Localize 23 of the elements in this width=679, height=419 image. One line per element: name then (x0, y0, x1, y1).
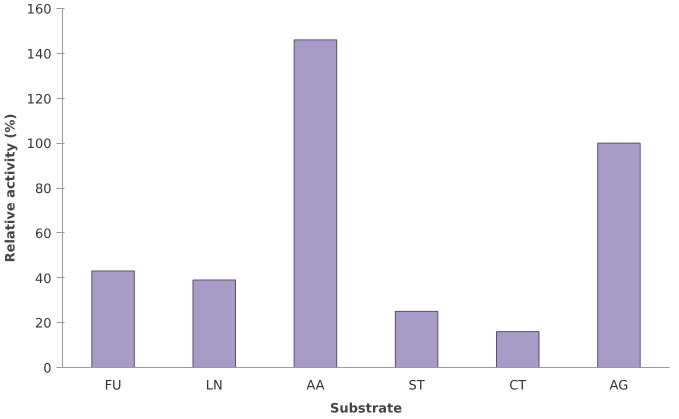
y-tick-label: 80 (34, 182, 52, 197)
bar (597, 142, 641, 368)
y-axis-title: Relative activity (%) (4, 114, 19, 262)
y-tick-label: 100 (26, 137, 52, 152)
y-tick-label: 0 (43, 362, 52, 376)
x-tick-label: LN (206, 378, 223, 394)
x-tick-label: FU (104, 378, 122, 394)
y-tick-label: 60 (34, 226, 52, 242)
bar (496, 331, 540, 368)
x-tick-label: AG (610, 378, 628, 394)
bar (91, 270, 135, 368)
x-axis-title: Substrate (330, 402, 402, 416)
y-tick-label: 20 (34, 316, 52, 332)
y-tick-label: 120 (26, 92, 52, 108)
x-tick-label: ST (408, 378, 425, 394)
x-tick-label: AA (306, 378, 325, 394)
y-tick-label: 140 (26, 47, 52, 62)
bar (192, 279, 236, 368)
bar (394, 310, 438, 368)
bar (294, 39, 338, 368)
y-tick-label: 40 (34, 272, 52, 287)
y-tick-label: 160 (26, 2, 52, 18)
x-tick-label: CT (509, 378, 526, 394)
